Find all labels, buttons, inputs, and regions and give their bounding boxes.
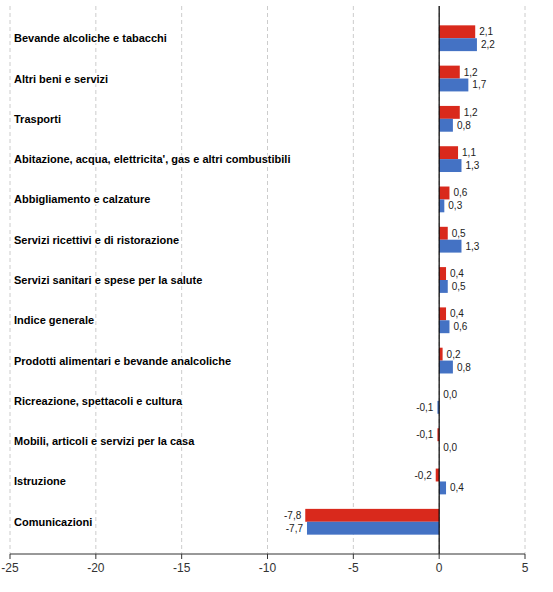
tick-label: -10 xyxy=(259,561,277,575)
data-label: 2,2 xyxy=(481,39,495,50)
data-label: 1,2 xyxy=(464,67,478,78)
data-label: -7,7 xyxy=(286,523,304,534)
grid-line xyxy=(353,6,354,554)
tick xyxy=(267,554,268,559)
bar xyxy=(439,267,446,280)
bar xyxy=(439,66,460,79)
tick xyxy=(10,554,11,559)
data-labels: 2,12,21,21,71,20,81,11,30,60,30,51,30,40… xyxy=(284,26,495,533)
bar xyxy=(439,106,460,119)
bar xyxy=(439,119,453,132)
data-label: 0,6 xyxy=(453,321,467,332)
data-label: 0,4 xyxy=(450,482,464,493)
bar xyxy=(439,240,461,253)
data-label: 1,7 xyxy=(472,79,486,90)
bar xyxy=(439,481,446,494)
grid-line xyxy=(10,6,11,554)
data-label: 1,2 xyxy=(464,107,478,118)
bar xyxy=(439,159,461,172)
data-label: 0,5 xyxy=(452,228,466,239)
tick-label: -5 xyxy=(348,561,359,575)
category-label: Prodotti alimentari e bevande analcolich… xyxy=(14,355,231,367)
data-label: -0,1 xyxy=(416,402,434,413)
category-labels: Bevande alcoliche e tabacchi Altri beni e… xyxy=(14,32,290,528)
tick xyxy=(525,554,526,559)
category-label: Ricreazione, spettacoli e cultura xyxy=(14,395,183,407)
grid-line xyxy=(525,6,526,554)
data-label: 0,4 xyxy=(450,268,464,279)
category-label: Servizi ricettivi e di ristorazione xyxy=(14,234,179,246)
x-axis: -25 -20 -15 -10 -5 0 5 xyxy=(1,554,528,575)
category-label: Bevande alcoliche e tabacchi xyxy=(14,32,167,44)
data-label: 0,2 xyxy=(447,349,461,360)
bars xyxy=(305,25,477,534)
bar xyxy=(439,187,449,200)
bar xyxy=(305,509,439,522)
category-label: Comunicazioni xyxy=(14,516,92,528)
bar xyxy=(439,280,448,293)
bar xyxy=(439,38,477,51)
chart: 2,12,21,21,71,20,81,11,30,60,30,51,30,40… xyxy=(0,0,553,592)
category-label: Istruzione xyxy=(14,475,66,487)
bar xyxy=(307,522,439,535)
bar xyxy=(439,307,446,320)
bar xyxy=(439,146,458,159)
tick xyxy=(181,554,182,559)
tick-label: -25 xyxy=(1,561,19,575)
bar xyxy=(439,320,449,333)
data-label: 0,3 xyxy=(448,200,462,211)
tick-label: 5 xyxy=(522,561,529,575)
tick-label: -15 xyxy=(173,561,191,575)
data-label: 0,8 xyxy=(457,120,471,131)
tick xyxy=(353,554,354,559)
data-label: 0,8 xyxy=(457,362,471,373)
data-label: -0,2 xyxy=(414,470,432,481)
bar xyxy=(439,199,444,212)
bar xyxy=(439,227,448,240)
bar xyxy=(439,79,468,92)
grid-line xyxy=(267,6,268,554)
bar xyxy=(439,25,475,38)
tick xyxy=(95,554,96,559)
data-label: 0,5 xyxy=(452,281,466,292)
data-label: 2,1 xyxy=(479,26,493,37)
data-label: 1,3 xyxy=(465,160,479,171)
tick xyxy=(439,554,440,559)
data-label: -7,8 xyxy=(284,510,302,521)
category-label: Abbigliamento e calzature xyxy=(14,193,150,205)
tick-label: 0 xyxy=(436,561,443,575)
category-label: Trasporti xyxy=(14,113,61,125)
data-label: 0,0 xyxy=(443,442,457,453)
data-label: 1,1 xyxy=(462,147,476,158)
data-label: 0,4 xyxy=(450,308,464,319)
category-label: Indice generale xyxy=(14,314,94,326)
category-label: Servizi sanitari e spese per la salute xyxy=(14,274,202,286)
grid xyxy=(10,6,525,554)
tick-label: -20 xyxy=(87,561,105,575)
category-label: Altri beni e servizi xyxy=(14,73,108,85)
data-label: 1,3 xyxy=(465,241,479,252)
category-label: Mobili, articoli e servizi per la casa xyxy=(14,435,195,447)
data-label: 0,6 xyxy=(453,187,467,198)
data-label: -0,1 xyxy=(416,429,434,440)
grid-line xyxy=(439,6,440,554)
zero-line xyxy=(439,6,440,554)
data-label: 0,0 xyxy=(443,389,457,400)
bar xyxy=(439,361,453,374)
category-label: Abitazione, acqua, elettricita', gas e a… xyxy=(14,153,290,165)
